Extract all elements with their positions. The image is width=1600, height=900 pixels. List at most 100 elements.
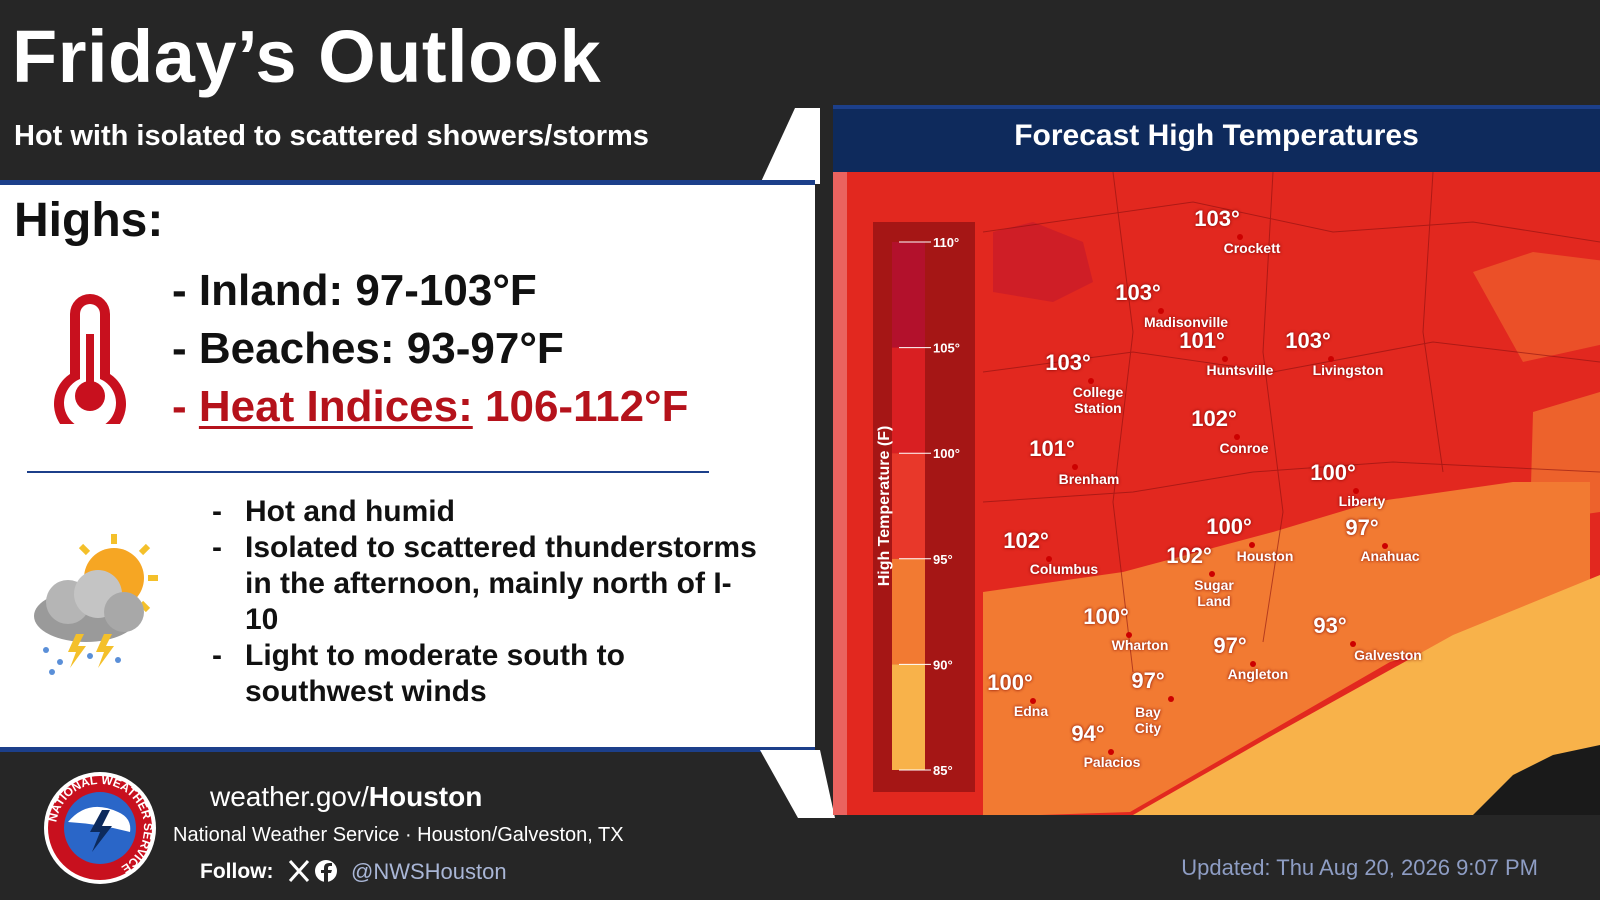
city-name: Bay City	[1134, 704, 1162, 736]
detail-text: Isolated to scattered thunderstorms in t…	[245, 531, 757, 636]
city-dot	[1158, 308, 1164, 314]
city-dot	[1249, 542, 1255, 548]
city-name: College Station	[1072, 384, 1124, 416]
city-temp: 100°	[987, 670, 1033, 695]
city-name: Brenham	[1058, 471, 1120, 487]
temperature-map: 110° 105° 100° 95° 90° 85° High Temperature (F…	[833, 172, 1600, 815]
label: Beaches:	[198, 324, 395, 373]
high-item: - Heat Indices: 106-112°F	[172, 382, 689, 432]
updated: Updated: Thu Aug 20, 2026 9:07 PM	[1181, 855, 1538, 880]
city-name: Anahuac	[1360, 548, 1420, 564]
city-dot	[1209, 571, 1215, 577]
legend-tick-label: 90°	[933, 657, 953, 672]
detail-item: - Light to moderate south to southwest wi…	[212, 638, 772, 748]
legend-band	[892, 453, 925, 559]
dash: -	[212, 531, 222, 564]
city-name: Liberty	[1338, 493, 1386, 509]
detail-item: - Isolated to scattered thunderstorms in …	[212, 530, 772, 640]
title: Friday’s Outlook	[12, 15, 602, 98]
city-temp: 103°	[1285, 328, 1331, 353]
city-dot	[1234, 434, 1240, 440]
value: 106-112°F	[485, 382, 689, 431]
dash: -	[172, 266, 187, 315]
city-temp: 102°	[1191, 406, 1237, 431]
city-name: Houston	[1236, 548, 1294, 564]
detail-text: Light to moderate south to southwest win…	[245, 639, 625, 708]
city-temp: 103°	[1045, 350, 1091, 375]
handle: @NWSHouston	[351, 859, 507, 884]
city-dot	[1222, 356, 1228, 362]
weather-icon	[34, 534, 158, 675]
dash: -	[212, 495, 222, 528]
legend-tick-label: 95°	[933, 552, 953, 567]
dash: -	[212, 639, 222, 672]
follow: Follow:	[200, 860, 274, 883]
left-panel	[0, 180, 815, 752]
dash: -	[172, 324, 187, 373]
social-icons	[288, 859, 337, 883]
legend-tick-label: 100°	[933, 446, 960, 461]
subtitle: Hot with isolated to scattered showers/s…	[14, 120, 649, 152]
city-temp: 100°	[1206, 514, 1252, 539]
city-name: Edna	[1013, 703, 1049, 719]
city-temp: 100°	[1083, 604, 1129, 629]
legend-band	[892, 558, 925, 665]
city-temp: 101°	[1029, 436, 1075, 461]
city-temp: 93°	[1313, 613, 1347, 638]
city-name: Columbus	[1029, 561, 1099, 577]
high-item: - Inland: 97-103°F	[172, 266, 537, 316]
legend-band	[892, 242, 925, 348]
detail-item: - Hot and humid	[212, 494, 772, 604]
legend-tick-label: 85°	[933, 763, 953, 778]
map-title: Forecast High Temperatures	[1014, 119, 1419, 152]
legend-tick-label: 110°	[933, 235, 959, 250]
website: weather.gov/Houston	[210, 781, 482, 813]
city-name: Crockett	[1223, 240, 1281, 256]
city-temp: 103°	[1194, 206, 1240, 231]
legend-title: High Temperature (F)	[876, 426, 893, 587]
site-bold: Houston	[368, 781, 483, 812]
map-title-bar	[833, 105, 1600, 172]
panel-edge	[760, 750, 835, 818]
city-temp: 102°	[1003, 528, 1049, 553]
city-temp: 101°	[1179, 328, 1225, 353]
city-dot	[1350, 641, 1356, 647]
label: Heat Indices:	[198, 382, 473, 431]
thermometer-icon	[54, 294, 126, 424]
office: National Weather Service · Houston/Galve…	[173, 824, 624, 846]
city-dot	[1328, 356, 1334, 362]
city-name: Angleton	[1227, 666, 1289, 682]
legend-tick-label: 105°	[933, 341, 960, 356]
city-temp: 103°	[1115, 280, 1161, 305]
city-name: Palacios	[1083, 754, 1141, 770]
city-dot	[1030, 698, 1036, 704]
value: 97-103°F	[355, 266, 537, 315]
divider	[27, 471, 709, 473]
city-dot	[1237, 234, 1243, 240]
city-dot	[1382, 543, 1388, 549]
detail-text: Hot and humid	[245, 495, 455, 528]
city-dot	[1072, 464, 1078, 470]
city-temp: 97°	[1213, 633, 1247, 658]
city-dot	[1046, 556, 1052, 562]
city-dot	[1250, 661, 1256, 667]
site-prefix: weather.gov/	[210, 781, 369, 812]
city-name: Conroe	[1219, 440, 1269, 456]
city-name: Galveston	[1354, 647, 1422, 663]
city-name: Wharton	[1111, 637, 1169, 653]
legend-band	[892, 664, 925, 770]
city-temp: 102°	[1166, 543, 1212, 568]
city-dot	[1108, 749, 1114, 755]
city-dot	[1353, 488, 1359, 494]
city-dot	[1168, 696, 1174, 702]
label: Inland:	[198, 266, 344, 315]
high-item: - Beaches: 93-97°F	[172, 324, 564, 374]
dash: -	[172, 382, 187, 431]
nws-logo: NATIONAL WEATHER SERVICE	[44, 772, 156, 884]
city-name: Livingston	[1312, 362, 1384, 378]
city-temp: 97°	[1345, 515, 1379, 540]
city-temp: 94°	[1071, 721, 1105, 746]
highs-heading: Highs:	[14, 194, 164, 247]
panel-edge	[760, 108, 820, 184]
